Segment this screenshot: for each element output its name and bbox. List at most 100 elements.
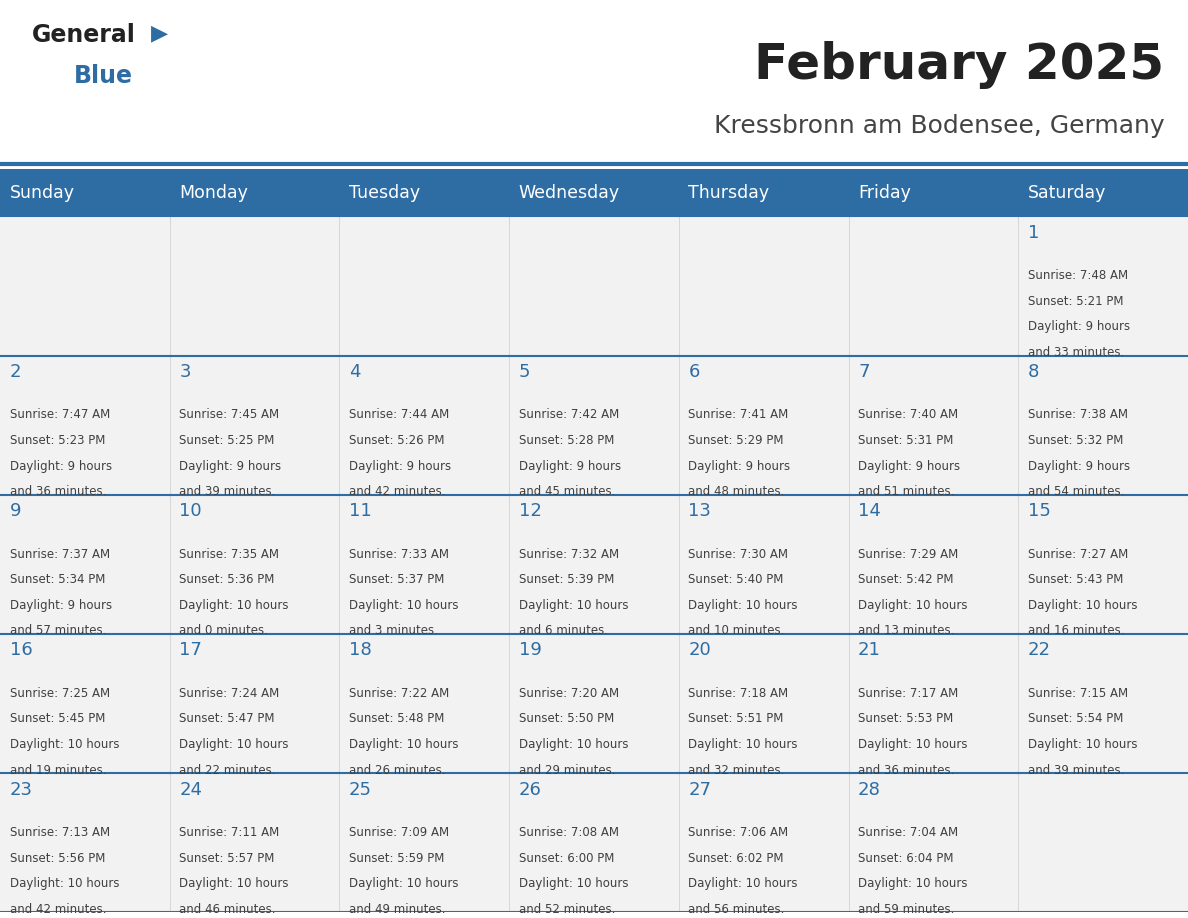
Text: 3: 3 <box>179 363 191 381</box>
Text: and 36 minutes.: and 36 minutes. <box>858 764 954 777</box>
Text: February 2025: February 2025 <box>754 41 1164 89</box>
Text: and 32 minutes.: and 32 minutes. <box>688 764 785 777</box>
Text: Sunday: Sunday <box>10 184 75 202</box>
Text: and 39 minutes.: and 39 minutes. <box>179 485 276 498</box>
Text: Daylight: 9 hours: Daylight: 9 hours <box>688 460 790 473</box>
Text: Sunset: 6:02 PM: Sunset: 6:02 PM <box>688 852 784 865</box>
Text: Sunrise: 7:40 AM: Sunrise: 7:40 AM <box>858 409 959 421</box>
Text: 21: 21 <box>858 642 881 659</box>
Text: Daylight: 10 hours: Daylight: 10 hours <box>688 738 798 751</box>
Text: Sunrise: 7:06 AM: Sunrise: 7:06 AM <box>688 826 789 839</box>
Text: 6: 6 <box>688 363 700 381</box>
Text: 16: 16 <box>10 642 32 659</box>
Bar <box>1018 217 1188 355</box>
Text: Sunset: 5:37 PM: Sunset: 5:37 PM <box>349 573 444 587</box>
Text: 14: 14 <box>858 502 881 521</box>
Text: Sunset: 5:29 PM: Sunset: 5:29 PM <box>688 434 784 447</box>
Bar <box>0 634 170 773</box>
Text: Sunset: 5:31 PM: Sunset: 5:31 PM <box>858 434 954 447</box>
Text: Sunrise: 7:45 AM: Sunrise: 7:45 AM <box>179 409 279 421</box>
Bar <box>0 773 170 912</box>
Text: Sunset: 5:48 PM: Sunset: 5:48 PM <box>349 712 444 725</box>
Text: Sunrise: 7:09 AM: Sunrise: 7:09 AM <box>349 826 449 839</box>
Text: Sunset: 5:26 PM: Sunset: 5:26 PM <box>349 434 444 447</box>
Bar <box>848 773 1018 912</box>
Text: Sunrise: 7:18 AM: Sunrise: 7:18 AM <box>688 687 789 700</box>
Text: 2: 2 <box>10 363 21 381</box>
Bar <box>510 773 678 912</box>
Bar <box>340 773 510 912</box>
Text: Daylight: 10 hours: Daylight: 10 hours <box>179 878 289 890</box>
Bar <box>1018 634 1188 773</box>
Text: Sunrise: 7:17 AM: Sunrise: 7:17 AM <box>858 687 959 700</box>
Text: Daylight: 10 hours: Daylight: 10 hours <box>688 878 798 890</box>
Bar <box>1018 495 1188 634</box>
Text: Sunrise: 7:24 AM: Sunrise: 7:24 AM <box>179 687 279 700</box>
Text: and 0 minutes.: and 0 minutes. <box>179 624 268 637</box>
Text: and 10 minutes.: and 10 minutes. <box>688 624 785 637</box>
Text: Sunrise: 7:37 AM: Sunrise: 7:37 AM <box>10 548 109 561</box>
Text: 12: 12 <box>519 502 542 521</box>
Text: and 46 minutes.: and 46 minutes. <box>179 902 276 916</box>
Text: Friday: Friday <box>858 184 911 202</box>
Text: Daylight: 10 hours: Daylight: 10 hours <box>858 599 967 611</box>
Text: and 42 minutes.: and 42 minutes. <box>10 902 106 916</box>
Text: and 13 minutes.: and 13 minutes. <box>858 624 954 637</box>
Text: 28: 28 <box>858 780 881 799</box>
Text: and 39 minutes.: and 39 minutes. <box>1028 764 1124 777</box>
Bar <box>678 634 848 773</box>
Text: and 36 minutes.: and 36 minutes. <box>10 485 106 498</box>
Text: Sunset: 5:36 PM: Sunset: 5:36 PM <box>179 573 274 587</box>
Text: Daylight: 10 hours: Daylight: 10 hours <box>10 738 119 751</box>
Text: Blue: Blue <box>74 64 133 88</box>
Text: Daylight: 10 hours: Daylight: 10 hours <box>349 599 459 611</box>
Text: Daylight: 9 hours: Daylight: 9 hours <box>1028 460 1130 473</box>
Text: Daylight: 9 hours: Daylight: 9 hours <box>519 460 621 473</box>
Text: Sunset: 5:39 PM: Sunset: 5:39 PM <box>519 573 614 587</box>
Text: Sunset: 6:04 PM: Sunset: 6:04 PM <box>858 852 954 865</box>
Text: 22: 22 <box>1028 642 1051 659</box>
Text: and 49 minutes.: and 49 minutes. <box>349 902 446 916</box>
Text: Daylight: 9 hours: Daylight: 9 hours <box>10 460 112 473</box>
Text: 7: 7 <box>858 363 870 381</box>
Text: Sunrise: 7:44 AM: Sunrise: 7:44 AM <box>349 409 449 421</box>
Text: and 29 minutes.: and 29 minutes. <box>519 764 615 777</box>
Text: Sunrise: 7:13 AM: Sunrise: 7:13 AM <box>10 826 109 839</box>
Text: Sunset: 5:25 PM: Sunset: 5:25 PM <box>179 434 274 447</box>
Text: Daylight: 10 hours: Daylight: 10 hours <box>10 878 119 890</box>
Text: and 51 minutes.: and 51 minutes. <box>858 485 954 498</box>
Text: and 16 minutes.: and 16 minutes. <box>1028 624 1124 637</box>
Text: 9: 9 <box>10 502 21 521</box>
Bar <box>0 355 170 495</box>
Text: Daylight: 10 hours: Daylight: 10 hours <box>1028 738 1137 751</box>
Text: Daylight: 9 hours: Daylight: 9 hours <box>858 460 960 473</box>
Text: Sunrise: 7:42 AM: Sunrise: 7:42 AM <box>519 409 619 421</box>
Text: Sunset: 5:43 PM: Sunset: 5:43 PM <box>1028 573 1123 587</box>
Text: Sunset: 5:51 PM: Sunset: 5:51 PM <box>688 712 784 725</box>
Text: 4: 4 <box>349 363 360 381</box>
Text: Sunset: 5:40 PM: Sunset: 5:40 PM <box>688 573 784 587</box>
Text: Daylight: 10 hours: Daylight: 10 hours <box>858 878 967 890</box>
Text: Sunrise: 7:33 AM: Sunrise: 7:33 AM <box>349 548 449 561</box>
Bar <box>678 217 848 355</box>
Text: Monday: Monday <box>179 184 248 202</box>
Text: and 45 minutes.: and 45 minutes. <box>519 485 615 498</box>
Text: Daylight: 10 hours: Daylight: 10 hours <box>519 599 628 611</box>
Bar <box>510 355 678 495</box>
Text: Daylight: 9 hours: Daylight: 9 hours <box>10 599 112 611</box>
Text: Sunset: 5:42 PM: Sunset: 5:42 PM <box>858 573 954 587</box>
Text: Sunrise: 7:04 AM: Sunrise: 7:04 AM <box>858 826 959 839</box>
Text: Sunrise: 7:29 AM: Sunrise: 7:29 AM <box>858 548 959 561</box>
Text: 25: 25 <box>349 780 372 799</box>
Text: Daylight: 9 hours: Daylight: 9 hours <box>349 460 451 473</box>
Bar <box>340 495 510 634</box>
Text: Sunrise: 7:41 AM: Sunrise: 7:41 AM <box>688 409 789 421</box>
Bar <box>678 355 848 495</box>
Text: Daylight: 10 hours: Daylight: 10 hours <box>349 878 459 890</box>
Text: Sunset: 5:34 PM: Sunset: 5:34 PM <box>10 573 105 587</box>
Text: and 6 minutes.: and 6 minutes. <box>519 624 607 637</box>
Text: 18: 18 <box>349 642 372 659</box>
Bar <box>0 495 170 634</box>
Bar <box>848 217 1018 355</box>
Bar <box>340 634 510 773</box>
